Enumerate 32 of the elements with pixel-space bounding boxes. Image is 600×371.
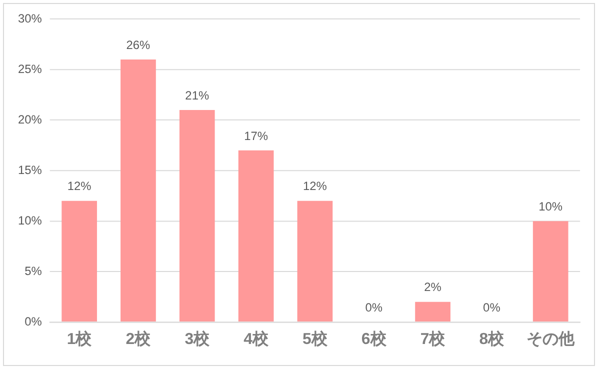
bar [297,200,333,322]
data-label: 0% [483,300,501,314]
x-tick-label: 5校 [302,330,328,348]
bar [62,200,97,322]
x-tick-label: 4校 [244,330,270,348]
bar [179,110,215,322]
y-tick-label: 5% [24,264,42,278]
data-label: 12% [67,179,92,194]
data-label: 2% [424,280,442,294]
x-tick-label: 8校 [479,330,506,348]
x-tick-label: 3校 [184,330,211,348]
x-tick-label: 2校 [126,330,152,348]
x-tick-label: その他 [526,330,576,348]
x-tick-label: 7校 [420,330,446,348]
bar [120,60,156,322]
bar [238,150,274,322]
x-tick-label: 6校 [361,330,388,348]
data-label: 21% [185,88,210,102]
x-tick-label: 1校 [66,330,93,348]
y-tick-label: 30% [18,11,42,26]
y-tick-label: 10% [18,213,42,228]
bar [415,302,450,322]
data-label: 26% [126,38,151,52]
data-label: 12% [302,179,328,194]
data-label: 17% [244,128,268,143]
y-tick-label: 25% [18,62,42,76]
y-tick-label: 0% [24,314,42,328]
bar [532,221,568,322]
y-tick-label: 15% [18,162,42,177]
data-label: 10% [538,199,563,214]
y-tick-label: 20% [18,112,42,126]
data-label: 0% [365,300,383,314]
